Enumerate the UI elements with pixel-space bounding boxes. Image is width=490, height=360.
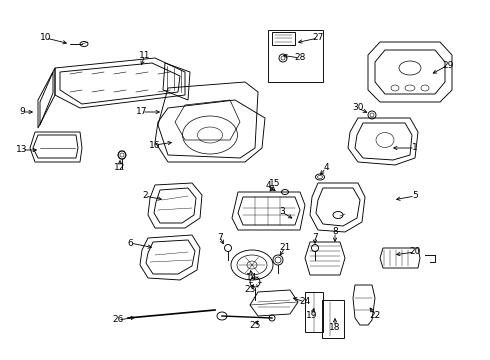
Text: 22: 22 <box>369 310 381 320</box>
Text: 28: 28 <box>294 54 306 63</box>
Text: 3: 3 <box>279 207 285 216</box>
Text: 24: 24 <box>299 297 311 306</box>
Text: 2: 2 <box>142 192 148 201</box>
Text: 1: 1 <box>412 144 418 153</box>
Text: 15: 15 <box>269 180 281 189</box>
Text: 20: 20 <box>409 248 421 256</box>
Text: 4: 4 <box>323 163 329 172</box>
Text: 23: 23 <box>245 285 256 294</box>
Text: 13: 13 <box>16 145 28 154</box>
Text: 16: 16 <box>149 140 161 149</box>
Text: 5: 5 <box>412 192 418 201</box>
Text: 29: 29 <box>442 60 454 69</box>
Text: 10: 10 <box>40 33 52 42</box>
Text: 27: 27 <box>312 33 324 42</box>
Text: 9: 9 <box>19 108 25 117</box>
Text: 18: 18 <box>329 323 341 332</box>
Text: 19: 19 <box>306 310 318 320</box>
Text: 17: 17 <box>136 108 148 117</box>
Text: 7: 7 <box>217 233 223 242</box>
Text: 6: 6 <box>127 238 133 248</box>
Text: 8: 8 <box>332 228 338 237</box>
Bar <box>305 292 323 332</box>
Text: 21: 21 <box>279 243 291 252</box>
Text: 30: 30 <box>352 104 364 112</box>
Text: 12: 12 <box>114 162 126 171</box>
Text: 4: 4 <box>265 180 271 189</box>
Text: 26: 26 <box>112 315 123 324</box>
Text: 11: 11 <box>139 50 151 59</box>
Text: 7: 7 <box>312 233 318 242</box>
Bar <box>322 300 344 338</box>
Text: 25: 25 <box>249 320 261 329</box>
Text: 14: 14 <box>246 274 258 283</box>
Bar <box>268 30 323 82</box>
